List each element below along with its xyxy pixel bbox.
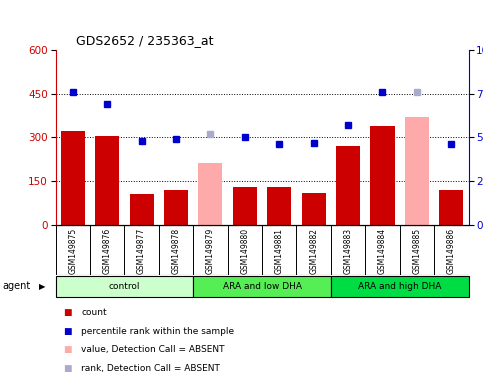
Text: GSM149882: GSM149882 [309,228,318,274]
Bar [336,146,360,225]
Text: ■: ■ [63,364,71,373]
Text: ARA and low DHA: ARA and low DHA [223,282,301,291]
Text: rank, Detection Call = ABSENT: rank, Detection Call = ABSENT [81,364,220,373]
Text: GDS2652 / 235363_at: GDS2652 / 235363_at [76,34,213,47]
Text: control: control [109,282,140,291]
Text: ■: ■ [63,345,71,354]
Bar [129,194,154,225]
Text: GSM149886: GSM149886 [447,228,456,274]
Text: agent: agent [2,281,30,291]
Text: GSM149875: GSM149875 [68,228,77,274]
Bar [370,126,395,225]
Text: GSM149879: GSM149879 [206,228,215,274]
Text: ▶: ▶ [40,282,46,291]
Bar [439,190,463,225]
Bar [56,276,193,297]
Text: GSM149884: GSM149884 [378,228,387,274]
Bar [233,187,257,225]
Text: GSM149880: GSM149880 [241,228,249,274]
Text: ARA and high DHA: ARA and high DHA [358,282,441,291]
Bar [405,117,429,225]
Text: GSM149877: GSM149877 [137,228,146,274]
Text: GSM149876: GSM149876 [103,228,112,274]
Bar [301,193,326,225]
Text: ■: ■ [63,327,71,336]
Text: percentile rank within the sample: percentile rank within the sample [81,327,234,336]
Text: value, Detection Call = ABSENT: value, Detection Call = ABSENT [81,345,225,354]
Bar [95,136,119,225]
Bar [199,164,223,225]
Text: GSM149885: GSM149885 [412,228,421,274]
Bar [164,190,188,225]
Text: count: count [81,308,107,318]
Bar [61,131,85,225]
Bar [267,187,291,225]
Bar [193,276,331,297]
Text: GSM149878: GSM149878 [171,228,181,274]
Text: GSM149881: GSM149881 [275,228,284,274]
Bar [331,276,469,297]
Text: GSM149883: GSM149883 [343,228,353,274]
Text: ■: ■ [63,308,71,318]
